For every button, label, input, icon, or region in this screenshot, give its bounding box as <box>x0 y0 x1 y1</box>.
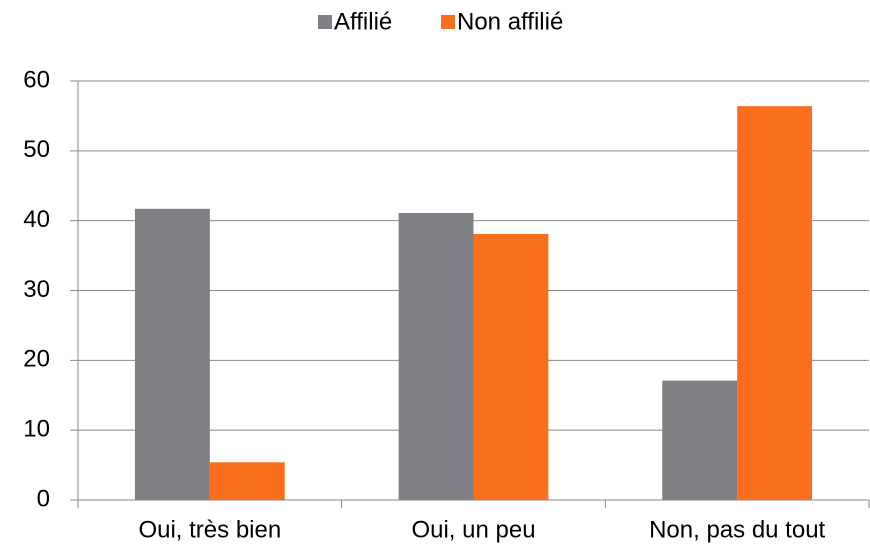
legend-swatch <box>318 15 332 29</box>
y-tick-label: 60 <box>23 66 50 93</box>
x-tick-label: Non, pas du tout <box>649 516 825 543</box>
x-tick-label: Oui, très bien <box>138 516 281 543</box>
bar <box>209 462 285 500</box>
legend-swatch <box>441 15 455 29</box>
y-tick-label: 0 <box>37 485 50 512</box>
y-tick-label: 50 <box>23 136 50 163</box>
y-tick-label: 30 <box>23 276 50 303</box>
y-tick-label: 20 <box>23 346 50 373</box>
y-tick-label: 10 <box>23 416 50 443</box>
x-tick-label: Oui, un peu <box>411 516 535 543</box>
legend-label: Non affilié <box>457 8 563 35</box>
bar <box>662 380 738 500</box>
bar <box>398 212 474 501</box>
y-tick-label: 40 <box>23 206 50 233</box>
legend-label: Affilié <box>334 8 392 35</box>
bar <box>737 106 813 500</box>
bar <box>473 233 549 500</box>
bar <box>134 208 210 501</box>
